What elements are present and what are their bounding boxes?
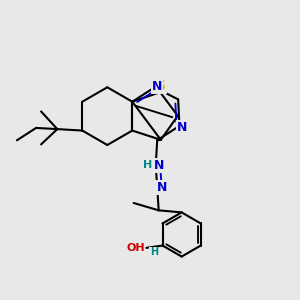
Text: N: N [154,159,164,172]
Text: H: H [143,160,152,170]
Text: S: S [156,79,166,93]
Text: N: N [156,181,167,194]
Text: N: N [177,121,187,134]
Text: N: N [152,80,162,93]
Text: H: H [150,247,158,257]
Text: OH: OH [127,243,145,253]
